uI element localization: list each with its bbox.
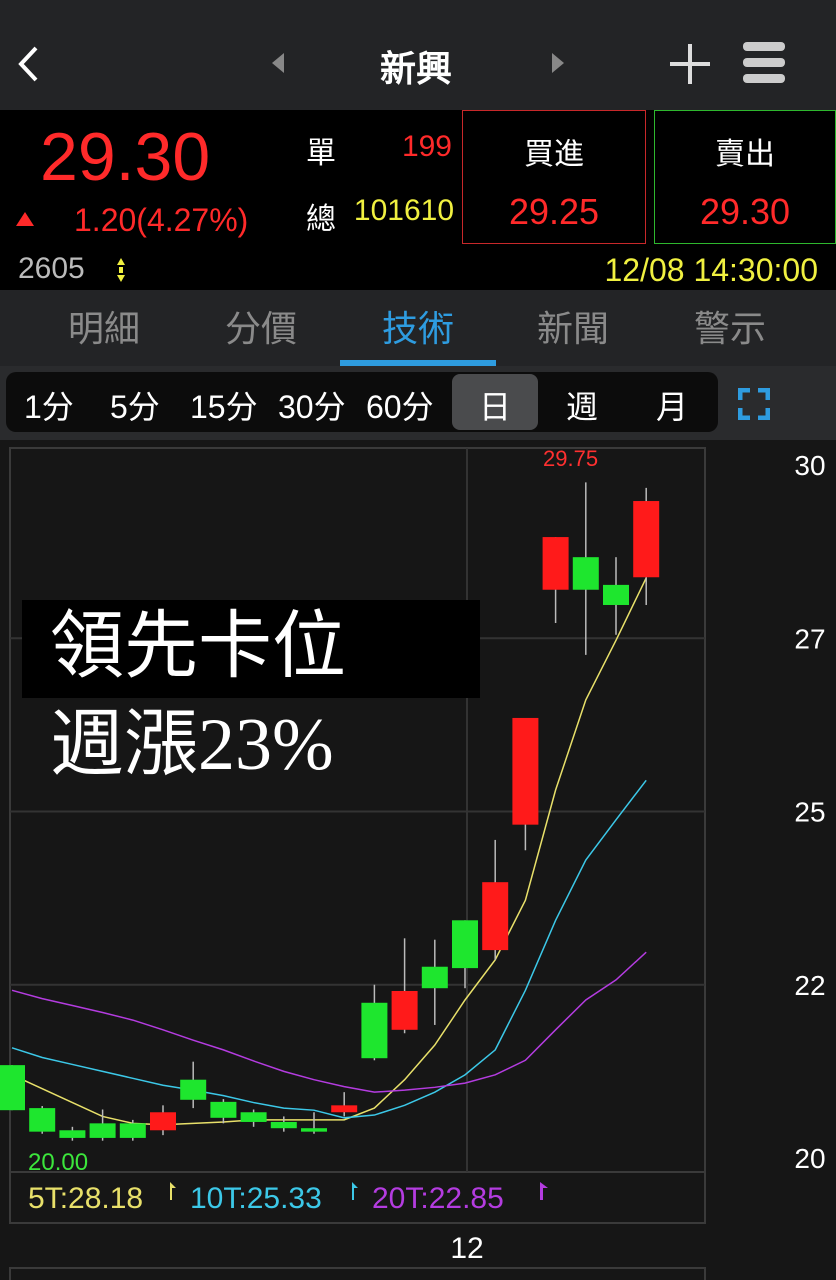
candle-down <box>0 1065 25 1111</box>
period-1min[interactable]: 1分 <box>24 389 74 425</box>
ma5-line <box>11 577 647 1126</box>
candle-up <box>391 990 418 1030</box>
caption-line-2: 週漲23% <box>50 704 334 786</box>
expand-icon[interactable] <box>738 388 770 420</box>
ask-box[interactable]: 賣出 29.30 <box>654 110 836 244</box>
ma20-up-arrow-icon <box>540 1182 548 1200</box>
tab-detail[interactable]: 明細 <box>67 308 140 349</box>
top-bar: 新興 <box>0 0 836 110</box>
period-selector: 1分 5分 15分 30分 60分 日 週 月 <box>6 372 718 432</box>
single-volume-value: 199 <box>401 130 452 163</box>
up-triangle-icon <box>16 212 34 226</box>
period-15min[interactable]: 15分 <box>190 389 258 425</box>
candle-down <box>421 966 448 989</box>
x-axis-label: 12 <box>450 1232 483 1265</box>
ask-price: 29.30 <box>699 191 791 232</box>
candle-down <box>180 1079 207 1100</box>
quote-panel: 29.30 1.20(4.27%) 單 199 總 101610 買進 29.2… <box>0 110 836 290</box>
single-volume-label: 單 <box>306 137 336 170</box>
candle-down <box>210 1101 237 1118</box>
candle-down <box>270 1121 297 1129</box>
candle-down <box>301 1128 327 1132</box>
period-5min[interactable]: 5分 <box>110 389 160 425</box>
y-tick-label: 30 <box>794 450 825 481</box>
triangle-left-icon[interactable] <box>270 52 286 74</box>
candle-down <box>29 1108 56 1132</box>
candlestick-chart[interactable]: 30 27 25 22 20 29.75 20.00 5T:28.18 10T:25.3… <box>0 440 836 1280</box>
stock-name-title: 新興 <box>379 48 452 89</box>
tab-technical[interactable]: 技術 <box>381 308 454 349</box>
candle-down <box>89 1123 116 1138</box>
candle-down <box>240 1112 267 1122</box>
y-tick-label: 22 <box>794 970 825 1001</box>
quote-datetime: 12/08 14:30:00 <box>604 252 818 288</box>
sub-chart-frame <box>9 1267 706 1280</box>
period-60min[interactable]: 60分 <box>366 389 434 425</box>
bid-label: 買進 <box>524 138 584 171</box>
tab-price-distribution[interactable]: 分價 <box>224 308 297 349</box>
caption-overlay: 領先卡位 週漲23% <box>22 600 480 786</box>
ma20-line <box>11 951 647 1093</box>
caption-line-1: 領先卡位 <box>50 606 346 688</box>
y-tick-label: 20 <box>794 1143 825 1174</box>
price-change: 1.20(4.27%) <box>74 202 249 238</box>
period-day-selected[interactable]: 日 <box>452 374 538 430</box>
triangle-right-icon[interactable] <box>550 52 566 74</box>
tab-bar: 明細 分價 技術 新聞 警示 <box>0 290 836 366</box>
tab-alerts[interactable]: 警示 <box>693 308 766 349</box>
period-day: 日 <box>478 389 511 425</box>
bid-price: 29.25 <box>508 191 600 232</box>
chart-frame <box>9 447 706 1224</box>
candle-up <box>542 537 569 590</box>
candle-down <box>119 1123 146 1138</box>
candle-up <box>331 1105 358 1113</box>
bid-box[interactable]: 買進 29.25 <box>462 110 646 244</box>
stock-code: 2605 <box>18 252 85 285</box>
ma5-legend: 5T:28.18 <box>28 1182 143 1215</box>
last-price: 29.30 <box>40 119 211 195</box>
period-30min[interactable]: 30分 <box>278 389 346 425</box>
candle-down <box>452 920 478 969</box>
y-tick-label: 27 <box>794 623 825 654</box>
plus-icon[interactable] <box>668 42 712 86</box>
chevron-left-icon[interactable] <box>16 44 42 84</box>
tab-news[interactable]: 新聞 <box>536 308 609 349</box>
ma10-up-arrow-icon <box>352 1182 358 1200</box>
ma10-legend: 10T:25.33 <box>190 1182 322 1215</box>
candle-up <box>150 1112 176 1131</box>
hamburger-icon[interactable] <box>742 40 786 86</box>
candle-down <box>361 1002 388 1059</box>
ma5-up-arrow-icon <box>170 1182 176 1200</box>
active-tab-indicator <box>340 360 496 366</box>
candle-up <box>482 882 509 951</box>
low-price-label: 20.00 <box>28 1149 88 1176</box>
total-volume-label: 總 <box>306 203 336 236</box>
y-tick-label: 25 <box>794 797 825 828</box>
candle-up <box>512 717 539 825</box>
high-price-label: 29.75 <box>543 446 598 471</box>
period-month[interactable]: 月 <box>656 389 689 425</box>
ma10-line <box>11 779 647 1119</box>
period-week[interactable]: 週 <box>566 389 599 425</box>
candle-up <box>633 501 660 578</box>
total-volume-value: 101610 <box>353 194 454 227</box>
ask-label: 賣出 <box>715 138 775 171</box>
ma20-legend: 20T:22.85 <box>372 1182 504 1215</box>
candle-down <box>59 1130 86 1138</box>
updown-arrows-icon <box>117 258 125 282</box>
candle-down <box>603 584 629 605</box>
candle-down <box>572 557 599 590</box>
